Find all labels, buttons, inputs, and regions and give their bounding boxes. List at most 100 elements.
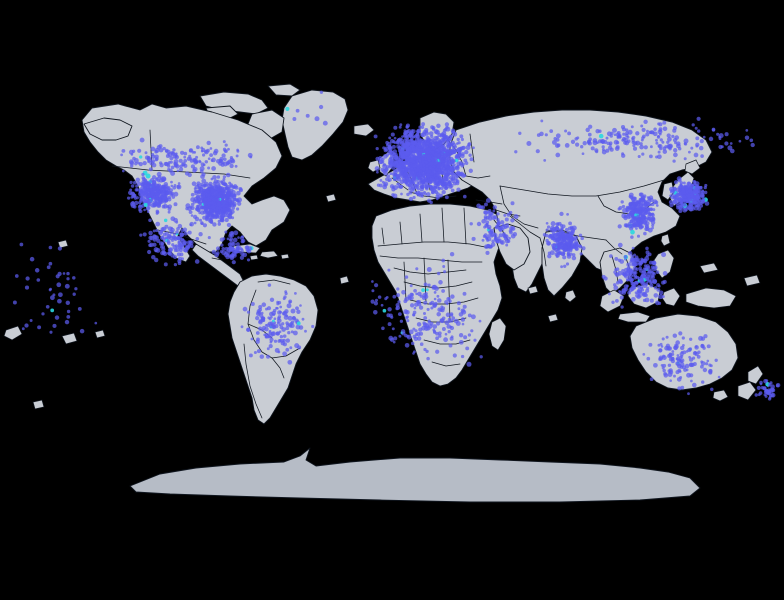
data-point <box>423 190 426 194</box>
data-point <box>193 187 197 191</box>
data-point <box>166 205 170 209</box>
data-point <box>431 285 437 290</box>
data-point <box>296 309 301 314</box>
data-point <box>676 205 680 210</box>
data-point <box>64 319 70 325</box>
data-point <box>479 355 483 359</box>
data-point <box>279 305 283 309</box>
data-point <box>201 153 206 157</box>
data-point <box>554 247 559 252</box>
data-point <box>210 200 215 205</box>
data-point <box>37 325 42 330</box>
data-point <box>395 306 399 311</box>
data-point <box>322 120 328 126</box>
data-point <box>682 203 686 207</box>
data-point <box>483 216 488 221</box>
data-point <box>226 162 230 166</box>
data-point <box>269 297 275 302</box>
data-point <box>674 198 678 202</box>
data-point <box>468 153 472 157</box>
data-point <box>148 183 152 187</box>
data-point <box>649 197 654 202</box>
data-point <box>236 190 241 196</box>
data-point <box>632 202 637 206</box>
border-africa-west-c <box>419 213 423 243</box>
border-africa-vertical-c <box>403 261 407 301</box>
data-point <box>644 256 650 262</box>
data-point <box>440 182 444 186</box>
data-point <box>404 316 409 320</box>
data-point <box>236 148 239 152</box>
data-point <box>409 303 415 308</box>
data-point <box>266 323 270 328</box>
data-point <box>272 313 276 316</box>
data-point <box>154 154 159 159</box>
data-point <box>689 373 694 378</box>
data-point <box>318 104 324 110</box>
data-point <box>594 148 599 153</box>
data-point <box>421 288 425 292</box>
data-point <box>319 90 324 94</box>
data-point <box>421 167 426 172</box>
data-point <box>641 127 646 132</box>
data-point <box>146 210 150 214</box>
data-point <box>155 209 160 214</box>
data-point <box>632 266 638 271</box>
data-point <box>682 344 685 347</box>
data-point <box>406 319 410 323</box>
data-point <box>446 138 451 143</box>
data-point <box>717 375 721 379</box>
data-point <box>745 129 749 132</box>
data-point <box>449 319 454 323</box>
data-point <box>235 154 239 158</box>
data-point <box>648 342 653 347</box>
data-point <box>672 128 677 133</box>
data-point <box>445 160 450 165</box>
data-point <box>566 241 571 246</box>
data-point <box>423 282 428 287</box>
data-point <box>638 192 643 197</box>
data-point <box>203 183 208 188</box>
data-point <box>195 155 199 159</box>
data-point <box>714 358 718 362</box>
data-point <box>170 170 176 176</box>
data-point <box>387 177 392 182</box>
data-point <box>286 303 292 309</box>
data-point <box>267 283 272 287</box>
data-point <box>238 250 242 254</box>
data-point <box>48 245 53 250</box>
data-point <box>464 149 469 155</box>
data-point <box>266 354 270 359</box>
data-point <box>648 154 653 159</box>
data-point <box>421 195 424 198</box>
data-point <box>132 180 137 185</box>
data-point <box>641 273 646 279</box>
data-point <box>50 295 55 301</box>
data-point <box>638 268 644 273</box>
data-point <box>446 324 451 329</box>
data-point <box>570 227 575 233</box>
data-point <box>487 226 491 230</box>
data-point <box>692 382 697 388</box>
data-point <box>484 202 488 207</box>
data-point <box>487 216 493 221</box>
data-point <box>138 162 143 167</box>
data-point <box>163 262 168 267</box>
data-point <box>407 174 411 179</box>
data-point <box>285 326 290 331</box>
data-point <box>570 139 576 144</box>
data-point <box>179 167 184 172</box>
data-point <box>764 394 768 398</box>
data-point <box>57 298 62 304</box>
data-point <box>432 165 436 168</box>
data-point <box>148 167 153 172</box>
data-point <box>687 195 691 199</box>
data-point <box>438 163 443 168</box>
data-point <box>218 185 222 189</box>
data-point <box>371 280 374 283</box>
data-point <box>418 125 422 129</box>
data-point <box>492 205 497 210</box>
data-point <box>433 144 437 148</box>
data-point <box>66 277 70 281</box>
data-point <box>547 241 551 246</box>
